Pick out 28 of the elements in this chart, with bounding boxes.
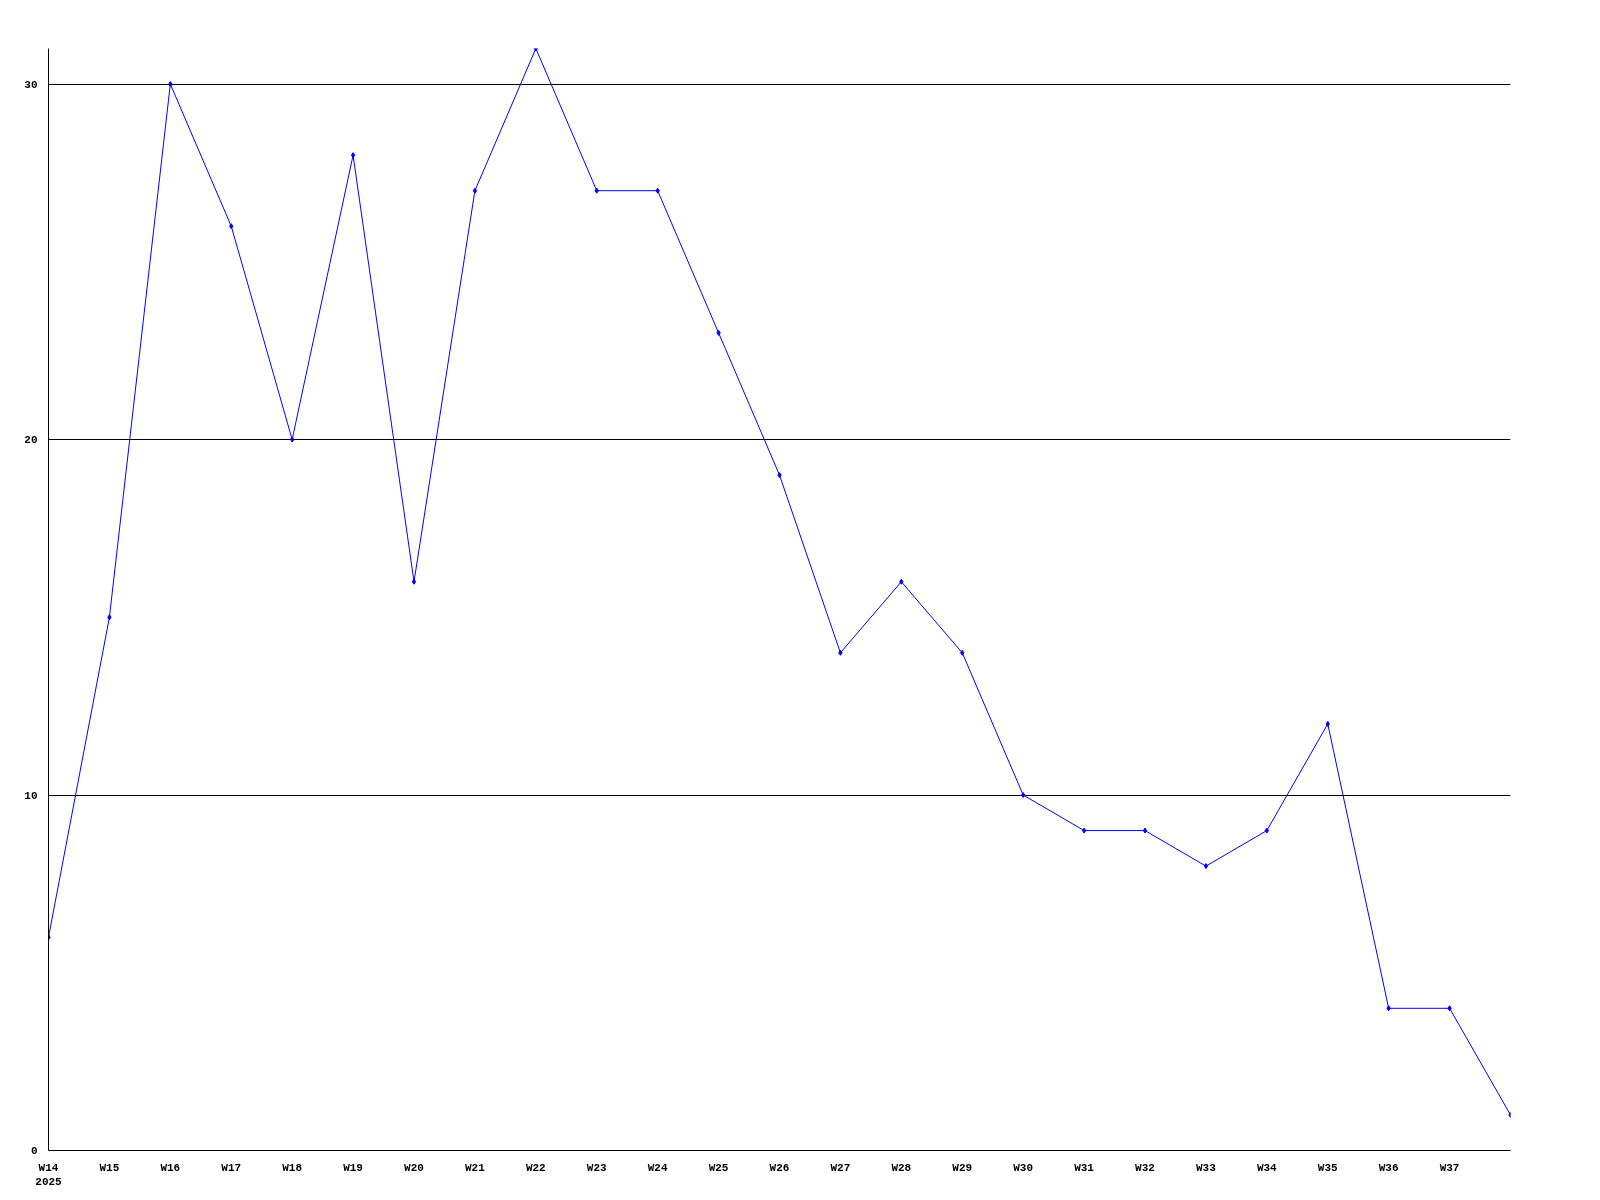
x-tick-label: W25	[708, 1161, 729, 1174]
x-tick-label: W17	[221, 1161, 242, 1174]
y-tick-label: 0	[30, 1145, 38, 1157]
x-tick-label: W16	[160, 1161, 181, 1174]
x-tick-label: W26	[769, 1161, 790, 1174]
x-tick-label: W34	[1256, 1161, 1278, 1174]
x-tick-label: W18	[282, 1161, 303, 1174]
x-tick-label: W24	[647, 1161, 668, 1174]
y-tick-label: 30	[24, 78, 38, 91]
x-tick-label: W21	[465, 1161, 486, 1174]
x-tick-label: W19	[343, 1161, 363, 1174]
x-tick-label: W27	[830, 1161, 851, 1174]
x-tick-label: W37	[1439, 1161, 1460, 1174]
x-tick-label: W14 2025	[35, 1161, 63, 1188]
x-tick-label: W31	[1074, 1161, 1095, 1174]
x-tick-label: W35	[1317, 1161, 1339, 1174]
y-tick-label: 10	[24, 789, 38, 802]
x-tick-label: W36	[1378, 1161, 1399, 1174]
x-tick-label: W15	[99, 1161, 120, 1174]
y-tick-label: 20	[24, 434, 38, 447]
x-tick-label: W28	[891, 1161, 912, 1174]
x-tick-label: W20	[404, 1161, 424, 1174]
x-tick-label: W32	[1135, 1161, 1155, 1174]
x-tick-label: W23	[586, 1161, 608, 1174]
x-tick-label: W30	[1013, 1161, 1034, 1174]
x-tick-label: W29	[952, 1161, 973, 1174]
x-tick-label: W22	[525, 1161, 546, 1174]
x-tick-label: W33	[1196, 1161, 1217, 1174]
